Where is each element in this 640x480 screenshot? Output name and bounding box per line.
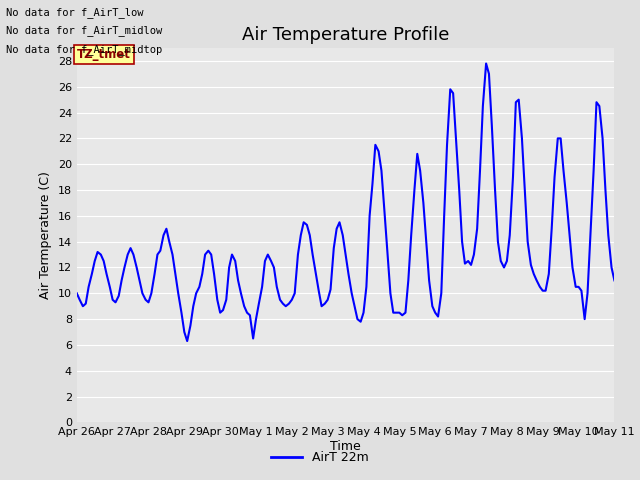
Legend: AirT 22m: AirT 22m [266, 446, 374, 469]
Text: No data for f_AirT_low: No data for f_AirT_low [6, 7, 144, 18]
Text: TZ_tmet: TZ_tmet [77, 48, 131, 61]
Text: No data for f_AirT_midlow: No data for f_AirT_midlow [6, 25, 163, 36]
Text: No data for f_AirT_midtop: No data for f_AirT_midtop [6, 44, 163, 55]
Title: Air Temperature Profile: Air Temperature Profile [242, 25, 449, 44]
Y-axis label: Air Termperature (C): Air Termperature (C) [39, 171, 52, 299]
X-axis label: Time: Time [330, 440, 361, 453]
